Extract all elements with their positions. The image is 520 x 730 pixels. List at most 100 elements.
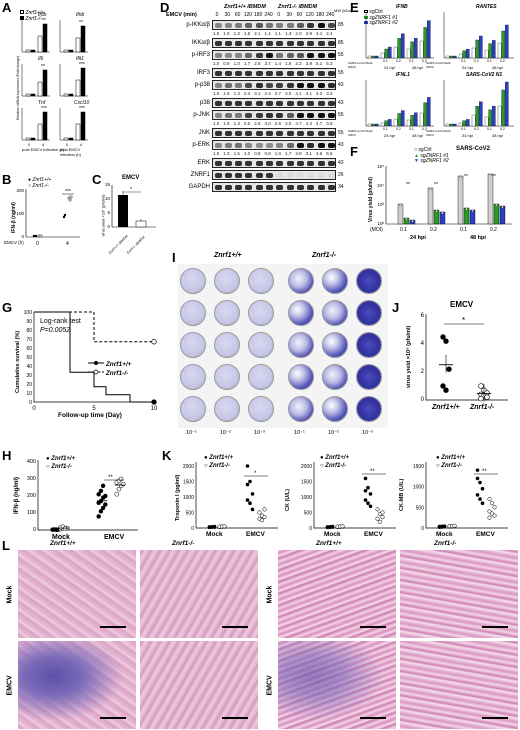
d-band — [307, 185, 315, 190]
d-quant: 2.8 — [254, 60, 261, 66]
k-sig-2: ** — [370, 469, 375, 475]
d-band — [245, 53, 253, 58]
d-band — [266, 173, 273, 178]
e-xgroup-6: 48 hpi — [412, 133, 423, 138]
k-point — [480, 486, 485, 491]
e-bar — [488, 109, 492, 127]
panel-f: SARS-CoV2 ○ sgCtrl ▲ sgZNRF1 #1 ▼ sgZNRF… — [356, 146, 518, 246]
k-ytick: 1000 — [301, 495, 312, 501]
d-band — [235, 113, 243, 118]
e-bar — [462, 50, 466, 59]
d-band — [245, 161, 253, 166]
d-band — [286, 53, 294, 58]
k-point — [375, 507, 380, 512]
d-time-label: EMCV (min) — [166, 12, 197, 18]
l-row-4: EMCV — [266, 675, 274, 696]
g-xlabel: Follow-up time (Day) — [58, 412, 122, 419]
d-band — [327, 161, 335, 166]
d-blot-6 — [212, 110, 336, 120]
l-col-1: Znrf1+/+ — [50, 540, 76, 547]
d-quant: 4.3 — [316, 90, 323, 96]
k-point — [250, 492, 255, 496]
h-point — [114, 492, 119, 497]
d-band — [307, 53, 315, 58]
d-band — [224, 23, 232, 28]
d-quant: 4.1 — [305, 90, 312, 96]
d-band — [307, 71, 315, 76]
d-band — [286, 185, 294, 190]
j-point — [446, 366, 452, 372]
d-band — [276, 23, 284, 28]
d-quant: 1.0 — [243, 150, 251, 156]
g-chart: 0 10 20 30 40 50 60 70 80 90 100 0 5 10 — [24, 310, 158, 412]
d-band — [245, 173, 253, 178]
d-band — [317, 131, 325, 136]
a-sig-4: *** — [79, 62, 85, 68]
f-sig-3: ** — [464, 174, 468, 180]
d-band — [327, 185, 335, 190]
d-quant: 3.9 — [305, 60, 312, 66]
e-bar — [458, 53, 463, 59]
d-quant: 2.0 — [285, 120, 292, 126]
k-point — [380, 515, 385, 520]
k-point — [478, 497, 482, 501]
d-quant: 0.8 — [264, 150, 271, 156]
e-bar — [479, 35, 483, 59]
d-blot-4 — [212, 80, 336, 90]
panel-label-l: L — [2, 538, 10, 553]
e-bar — [397, 38, 401, 59]
panel-e: sgCtrl sgZNRF1 #1 sgZNRF1 #2 IFNB RANTES… — [348, 4, 518, 144]
panel-c-title: EMCV — [122, 175, 140, 181]
panel-d: Znrf1+/+ iBMDM Znrf1-/- iBMDM EMCV (min)… — [166, 4, 352, 240]
d-quant: 3.1 — [305, 150, 312, 156]
d-band — [255, 71, 263, 76]
e-bar — [375, 123, 379, 127]
d-row-label-11: GAPDH — [188, 184, 210, 190]
d-row-label-3: IRF3 — [196, 70, 210, 76]
panel-a-xlabel-2: post EMCV infection (h) — [60, 147, 81, 157]
e-bar — [414, 38, 418, 59]
d-quant: 3.7 — [264, 60, 271, 66]
d-quant: 2.1 — [254, 30, 261, 36]
d-band — [235, 71, 243, 76]
d-band — [255, 53, 263, 58]
d-quant: 1.0 — [213, 90, 220, 96]
d-time-7: 30 — [286, 12, 292, 18]
g-ytick-10: 100 — [24, 310, 33, 316]
k-legend-1: ● Znrf1+/+ ○ Znrf1-/- — [204, 455, 233, 469]
i-plate — [180, 268, 206, 294]
d-band — [276, 143, 284, 148]
f-sig-2: ** — [434, 182, 438, 188]
d-band — [224, 143, 232, 148]
i-dilution-2: 10⁻³ — [254, 430, 265, 436]
d-quant: 2.4 — [243, 90, 251, 96]
d-band — [266, 83, 273, 88]
panel-label-d: D — [160, 0, 170, 15]
d-quant: 1.8 — [243, 30, 251, 36]
k-point — [245, 482, 250, 487]
g-legend: Znrf1+/+ Znrf1-/- — [88, 360, 131, 378]
k-sig-1: * — [254, 471, 257, 477]
e-xtick: 0.1 — [383, 127, 388, 131]
k-point — [259, 518, 265, 523]
k-point — [442, 524, 447, 528]
d-band — [286, 71, 294, 76]
panel-k: ● Znrf1+/+ ○ Znrf1-/- ● Znrf1+/+ ○ Znrf1… — [168, 452, 518, 544]
f-point — [489, 173, 492, 177]
d-band — [224, 161, 232, 166]
j-title: EMCV — [450, 300, 474, 309]
panel-b-xlabel: EMCV (h) — [4, 240, 24, 245]
a-title-6: Cxcl10 — [74, 100, 90, 106]
k-point — [245, 464, 250, 468]
d-band — [327, 173, 335, 178]
k-ytick: 500 — [186, 511, 195, 517]
e-charts: 0.1 0.2 0.1 0.2 0.1 0.2 0.1 0.2 0.1 0.2 0.1 0.2 0.1 0… — [365, 12, 514, 131]
f-point — [429, 187, 432, 191]
k-point — [487, 497, 492, 502]
panel-label-e: E — [350, 0, 359, 15]
e-bar — [375, 55, 379, 59]
k-point — [222, 524, 227, 529]
f-point — [495, 203, 498, 207]
d-band — [327, 113, 335, 118]
d-band — [276, 113, 284, 118]
